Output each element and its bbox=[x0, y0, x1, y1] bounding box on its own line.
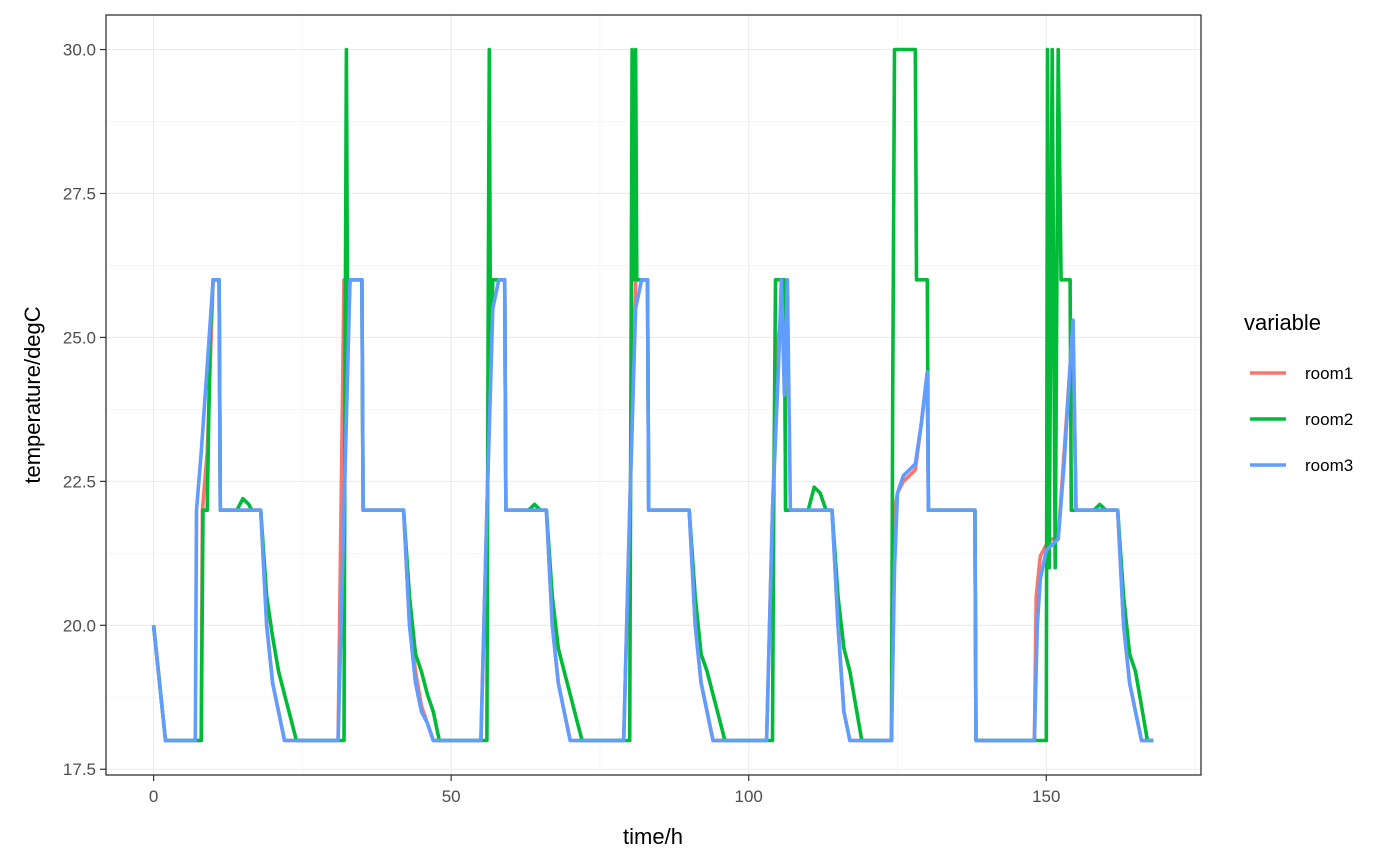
x-tick-label: 50 bbox=[442, 787, 461, 806]
plot-panel-border bbox=[105, 14, 1202, 776]
legend-label-room2: room2 bbox=[1305, 410, 1353, 429]
series-line-room3 bbox=[151, 278, 1154, 743]
legend-label-room1: room1 bbox=[1305, 364, 1353, 383]
series-lines bbox=[151, 47, 1154, 743]
x-tick-label: 150 bbox=[1032, 787, 1060, 806]
x-axis-title: time/h bbox=[623, 824, 683, 849]
y-tick-label: 22.5 bbox=[63, 472, 96, 491]
y-tick-label: 25.0 bbox=[63, 328, 96, 347]
y-axis-ticks: 17.5 20.0 22.5 25.0 27.5 30.0 bbox=[63, 41, 106, 779]
legend: variable room1 room2 room3 bbox=[1244, 310, 1353, 475]
x-tick-label: 100 bbox=[735, 787, 763, 806]
y-tick-label: 27.5 bbox=[63, 184, 96, 203]
y-tick-label: 20.0 bbox=[63, 616, 96, 635]
major-gridlines bbox=[106, 15, 1201, 775]
legend-title: variable bbox=[1244, 310, 1321, 335]
legend-items: room1 room2 room3 bbox=[1250, 364, 1353, 475]
minor-gridlines bbox=[106, 15, 1201, 775]
y-tick-label: 17.5 bbox=[63, 760, 96, 779]
y-axis-title: temperature/degC bbox=[20, 306, 45, 483]
x-axis-ticks: 0 50 100 150 bbox=[149, 775, 1060, 806]
x-tick-label: 0 bbox=[149, 787, 158, 806]
legend-label-room3: room3 bbox=[1305, 456, 1353, 475]
y-tick-label: 30.0 bbox=[63, 41, 96, 60]
